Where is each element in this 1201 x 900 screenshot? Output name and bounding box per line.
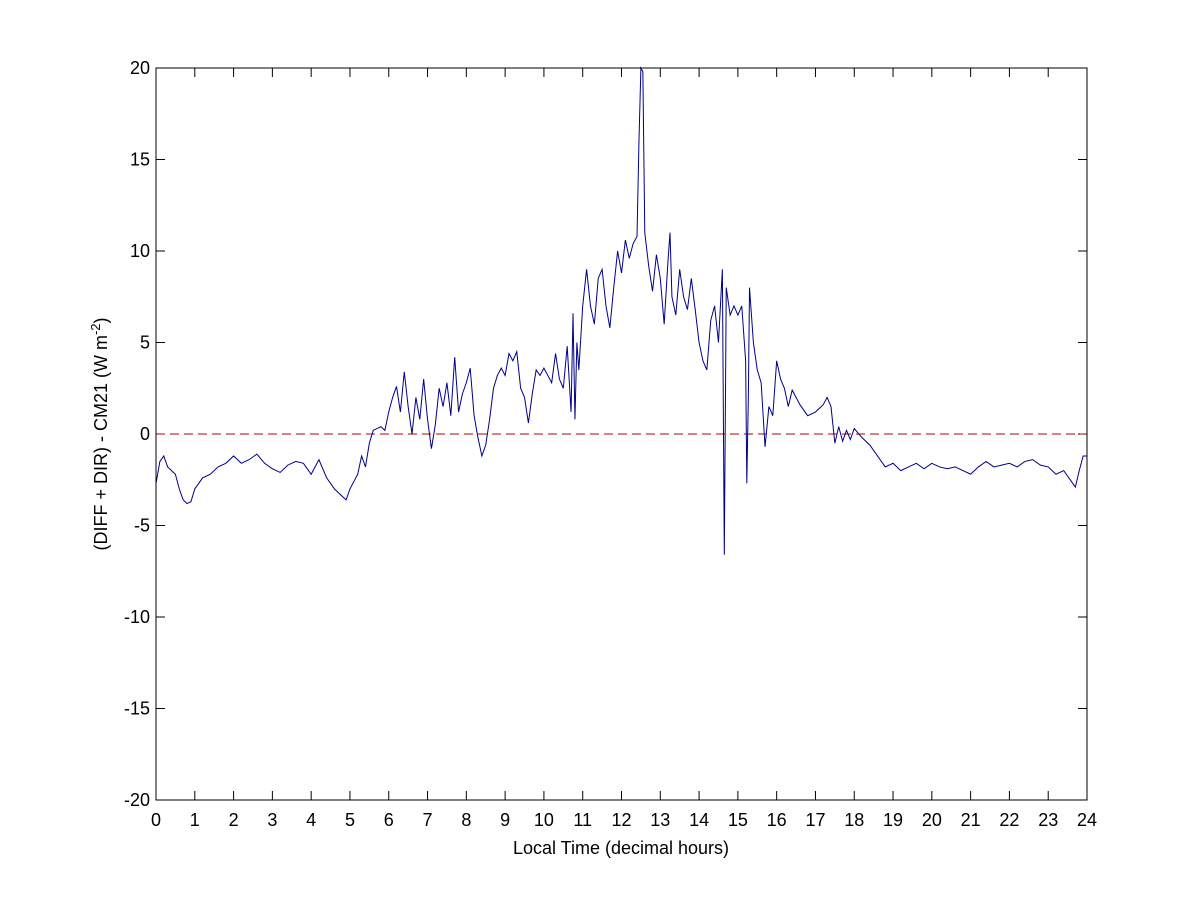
x-tick-label: 11 <box>573 810 592 830</box>
x-tick-label: 20 <box>922 810 942 830</box>
plot-frame <box>155 67 1088 801</box>
x-tick-label: 4 <box>306 810 316 830</box>
x-tick-label: 9 <box>500 810 510 830</box>
y-tick-label: 15 <box>130 150 150 170</box>
y-tick-label: 10 <box>130 241 150 261</box>
y-label-sup: -2 <box>88 323 103 335</box>
x-axis-label: Local Time (decimal hours) <box>513 838 729 858</box>
x-tick-label: 17 <box>805 810 825 830</box>
y-tick-label: -15 <box>124 699 150 719</box>
y-axis-label: (DIFF + DIR) - CM21 (W m-2) <box>88 317 111 550</box>
x-tick-label: 1 <box>190 810 200 830</box>
x-tick-label: 18 <box>844 810 864 830</box>
x-tick-label: 12 <box>611 810 631 830</box>
x-tick-label: 10 <box>534 810 554 830</box>
x-tick-label: 6 <box>384 810 394 830</box>
x-tick-label: 0 <box>151 810 161 830</box>
x-tick-label: 5 <box>345 810 355 830</box>
y-tick-label: 0 <box>140 424 150 444</box>
x-tick-label: 3 <box>267 810 277 830</box>
x-tick-label: 8 <box>461 810 471 830</box>
y-tick-label: -10 <box>124 607 150 627</box>
x-tick-label: 24 <box>1077 810 1097 830</box>
x-tick-label: 16 <box>767 810 787 830</box>
y-tick-label: -20 <box>124 790 150 810</box>
y-tick-label: -5 <box>134 516 150 536</box>
x-tick-label: 23 <box>1038 810 1058 830</box>
x-tick-label: 21 <box>961 810 981 830</box>
y-tick-label: 20 <box>130 58 150 78</box>
x-tick-label: 15 <box>728 810 748 830</box>
y-label-main: (DIFF + DIR) - CM21 (W m <box>91 335 111 550</box>
x-tick-label: 13 <box>650 810 670 830</box>
y-tick-label: 5 <box>140 333 150 353</box>
x-tick-label: 14 <box>689 810 709 830</box>
x-tick-label: 19 <box>883 810 903 830</box>
x-tick-label: 7 <box>423 810 433 830</box>
x-tick-label: 2 <box>229 810 239 830</box>
y-label-end: ) <box>91 317 111 323</box>
x-tick-label: 22 <box>999 810 1019 830</box>
data-line <box>155 66 1087 555</box>
